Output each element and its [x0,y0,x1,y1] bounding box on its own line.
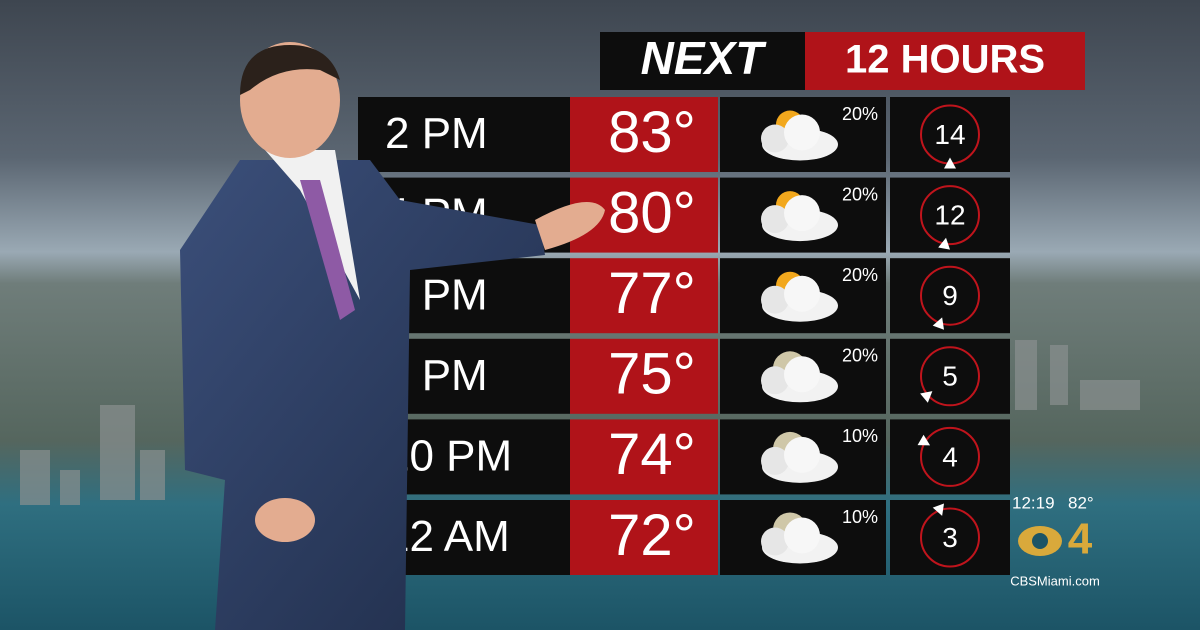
cloud-puff [761,124,789,153]
cloud-puff [784,517,820,554]
wind-speed: 14 [934,119,965,150]
wind-arrow [920,391,933,403]
wind-arrow [917,434,931,446]
temp-cell [570,258,718,334]
cloud-puff [784,195,820,232]
wind-cell [890,258,1010,334]
cloud-puff [761,527,789,556]
precip-chance: 10% [842,426,878,446]
forecast-row: 10 PM 74° 10%4 [358,419,1010,495]
wind-cell [890,338,1010,414]
current-temp: 82° [1068,493,1094,512]
time-cell [358,97,570,172]
cloud-puff [784,436,820,473]
temperature: 77° [608,261,696,326]
forecast-row: 12 AM 72° 10%3 [358,500,1010,575]
temperature: 72° [608,503,696,568]
wind-arrow [932,503,945,516]
precip-chance: 10% [842,507,878,527]
wind-arrow [944,157,956,169]
precip-chance: 20% [842,346,878,366]
wind-ring [920,346,980,407]
wind-cell [890,177,1010,253]
precip-chance: 20% [842,104,878,124]
cloud-puff [761,366,789,395]
wind-ring [920,426,980,487]
wind-arrow [938,237,951,250]
temp-cell [570,338,718,414]
website: CBSMiami.com [1010,573,1100,588]
cloud-puff [784,114,820,151]
title-box [805,32,1085,90]
wind-arrow [932,317,945,330]
wind-speed: 5 [942,361,958,392]
temp-cell [570,419,718,495]
cloud-puff [761,205,789,234]
clock: 12:19 [1012,493,1055,512]
temp-cell [570,97,718,172]
wind-speed: 3 [942,522,958,553]
wind-ring [920,265,980,326]
temp-cell [570,500,718,575]
precip-chance: 20% [842,265,878,285]
station-number: 4 [1068,515,1093,564]
cbs-pupil [1032,533,1048,549]
forecast-row: 8 PM 75° 20%5 [358,338,1010,414]
wind-ring [920,185,980,246]
header: NEXT 12 HOURS [600,32,1085,90]
brand: NEXT [641,32,768,84]
wind-cell [890,419,1010,495]
cloud-puff [761,446,789,475]
station-bug: 12:19 82° 4 CBSMiami.com [1010,493,1100,588]
cloud-puff [784,275,820,312]
wind-speed: 9 [942,280,958,311]
brand-box [600,32,805,90]
skyline [20,340,1140,505]
precip-chance: 20% [842,184,878,204]
time: 2 PM [385,109,488,158]
temperature: 83° [608,100,696,165]
cloud-puff [761,285,789,314]
forecast-row: 2 PM 83° 20% 14 [358,97,1010,172]
forecast-row: 6 PM 77° 20%9 [358,258,1010,334]
presenter [180,42,605,630]
temperature: 80° [608,180,696,245]
wind-cell [890,500,1010,575]
cloud-puff [784,356,820,393]
wind-speed: 12 [934,199,965,230]
title: 12 HOURS [845,38,1045,82]
temperature: 75° [608,342,696,407]
wind-speed: 4 [942,441,958,472]
wind-ring [920,507,980,568]
temperature: 74° [608,422,696,487]
